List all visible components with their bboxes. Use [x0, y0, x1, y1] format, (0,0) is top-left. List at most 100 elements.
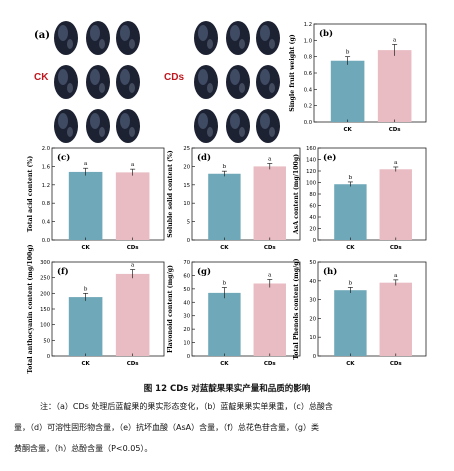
y-tick-label: 30 [183, 314, 190, 320]
significance-letter: b [223, 281, 227, 287]
berry-photo [194, 21, 218, 55]
plot-frame [51, 147, 165, 241]
note-line-2: 量，（d）可溶性固形物含量，（e）抗坏血酸（AsA）含量，（f）总花色苷含量，（… [14, 423, 320, 432]
significance-letter: a [131, 263, 135, 269]
significance-letter: a [268, 156, 272, 162]
x-tick-label: CDs [264, 361, 277, 367]
berry-photo [116, 65, 140, 99]
y-tick-label: 300 [40, 260, 50, 266]
figure-canvas: (a) CK CDs (b) 0.0 0.2 0.4 0.6 0.8 1.0 1.2 Singl… [27, 21, 427, 374]
y-tick-label: 0.0 [42, 238, 50, 244]
bar-ck [334, 184, 367, 240]
berry-photo [54, 109, 78, 143]
y-tick-label: 120 [306, 169, 316, 175]
y-tick-label: 0.4 [304, 87, 313, 93]
panel-label: (f) [57, 266, 69, 277]
x-tick-label: CK [343, 127, 352, 133]
y-tick-label: 2.0 [42, 146, 50, 152]
x-tick-label: CK [220, 361, 229, 367]
panel-label: (d) [197, 152, 211, 163]
x-tick-label: CK [220, 245, 229, 251]
y-tick-label: 70 [183, 260, 190, 266]
chart-g: (g) 0 10 20 30 40 50 60 70 Flavonoid content (mg/… [167, 260, 301, 367]
x-tick-label: CK [81, 245, 90, 251]
y-tick-label: 0.6 [304, 71, 312, 77]
bar-cds [115, 273, 150, 356]
figure-note: 注：（a）CDs 处理后蓝靛果的果实形态变化，（b）蓝靛果果实单果重，（c）总酸… [14, 396, 444, 459]
berry-photo [116, 21, 140, 55]
y-tick-label: 40 [309, 279, 316, 285]
panel-a-group-ck: CK [34, 72, 49, 83]
panel-label: (c) [57, 152, 70, 163]
y-tick-label: 0 [47, 354, 50, 360]
chart-f: (f) 0 50 100 150 200 250 300 Total anthocyanin c… [27, 244, 165, 374]
y-tick-label: 10 [183, 341, 190, 347]
y-tick-label: 0 [313, 354, 316, 360]
y-tick-label: 15 [183, 183, 190, 189]
y-tick-label: 50 [309, 260, 316, 266]
x-tick-label: CDs [127, 245, 140, 251]
significance-letter: b [223, 164, 227, 170]
panel-label: (h) [323, 266, 337, 277]
bar-cds [379, 169, 412, 240]
note-line-3: 黄酮含量，（h）总酚含量（P<0.05）。 [14, 444, 153, 453]
y-tick-label: 30 [309, 298, 316, 304]
significance-letter: b [349, 280, 353, 286]
x-tick-label: CK [81, 361, 90, 367]
panel-a-label: (a) [34, 30, 50, 41]
x-tick-label: CDs [127, 361, 140, 367]
y-tick-label: 40 [183, 300, 190, 306]
y-tick-label: 0 [187, 238, 190, 244]
berry-photo [256, 65, 280, 99]
berry-photo [256, 21, 280, 55]
plot-frame [191, 147, 301, 241]
berry-photo [86, 65, 110, 99]
significance-letter: a [84, 161, 88, 167]
bar-cds [379, 282, 412, 356]
chart-e: (e) 0 20 40 60 80 100 120 140 160 AsA content (mg/… [293, 146, 427, 251]
chart-d: (d) 0 5 10 15 20 25 Soluble solid content (%) b C… [167, 146, 301, 251]
x-tick-label: CK [346, 245, 355, 251]
berry-photo [256, 109, 280, 143]
y-axis-label: AsA content (mg/100g) [293, 154, 300, 235]
y-tick-label: 20 [309, 227, 316, 233]
significance-letter: a [131, 162, 135, 168]
y-tick-label: 100 [40, 323, 50, 329]
y-tick-label: 25 [183, 146, 190, 152]
berry-photo [54, 65, 78, 99]
berry-photo [86, 21, 110, 55]
x-tick-label: CDs [390, 245, 403, 251]
bar-ck [208, 292, 241, 356]
y-tick-label: 50 [183, 287, 190, 293]
y-tick-label: 0 [313, 238, 316, 244]
y-tick-label: 50 [43, 338, 50, 344]
figure-caption: 图 12 CDs 对蓝靛果果实产量和品质的影响 [143, 384, 311, 394]
x-tick-label: CDs [389, 127, 402, 133]
y-tick-label: 1.2 [304, 22, 312, 28]
bar-cds [377, 50, 412, 123]
y-tick-label: 10 [183, 201, 190, 207]
plot-frame [191, 261, 301, 357]
berry-photo [86, 109, 110, 143]
y-tick-label: 0.4 [42, 220, 51, 226]
bar-cds [115, 172, 150, 240]
y-tick-label: 1.2 [42, 183, 50, 189]
panel-label: (b) [319, 28, 333, 39]
berry-photo [54, 21, 78, 55]
berry-photo [194, 109, 218, 143]
y-tick-label: 40 [309, 215, 316, 221]
berry-photo [116, 109, 140, 143]
y-tick-label: 200 [40, 291, 50, 297]
x-tick-label: CK [346, 361, 355, 367]
y-tick-label: 150 [40, 307, 50, 313]
panel-a: (a) CK CDs [34, 21, 280, 143]
bar-ck [68, 297, 103, 356]
berry-photo [226, 109, 250, 143]
significance-letter: a [393, 37, 397, 43]
bar-ck [334, 290, 367, 356]
significance-letter: a [394, 160, 398, 166]
bar-cds [253, 166, 286, 240]
significance-letter: a [394, 273, 398, 279]
x-tick-label: CDs [390, 361, 403, 367]
panel-a-group-cds: CDs [164, 72, 184, 83]
